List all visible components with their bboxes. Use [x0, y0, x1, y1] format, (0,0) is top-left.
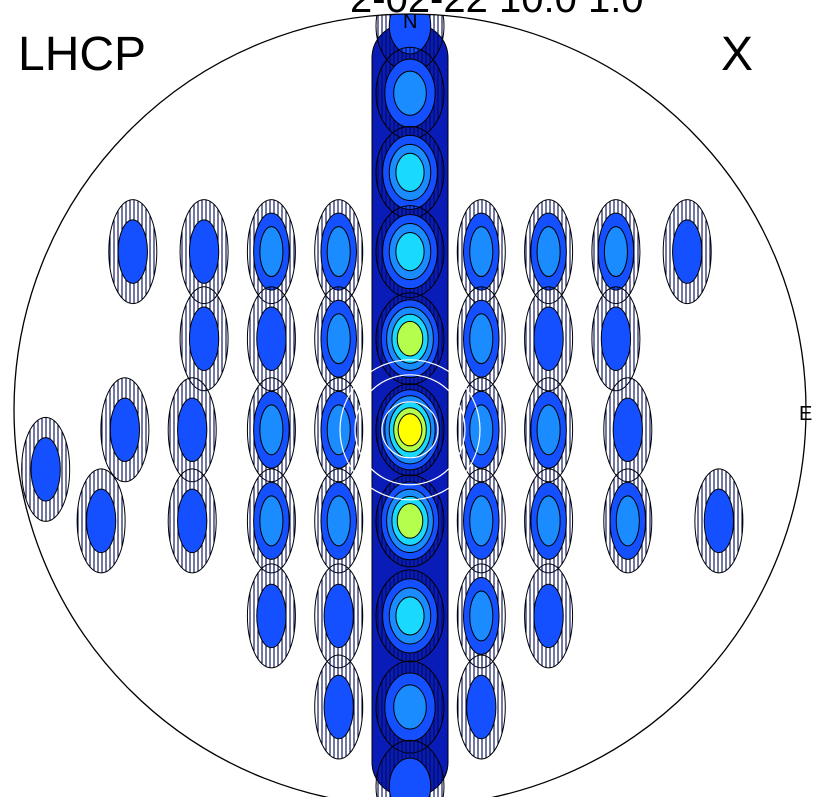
lobe-33-level-3 [259, 495, 284, 547]
lobe-2-level-4 [395, 152, 425, 192]
north-label: N [403, 11, 417, 33]
horizon-circle [13, 13, 807, 797]
lobe-15-level-3 [603, 226, 628, 278]
lobe-41-level-3 [469, 590, 494, 642]
lobe-39-level-2 [30, 437, 61, 502]
lobe-12-level-3 [259, 226, 284, 278]
contour-layer [21, 14, 744, 797]
lobe-25-level-3 [469, 404, 494, 456]
east-label: E [799, 403, 812, 425]
overlay-ring-2 [339, 359, 481, 501]
component-label: X [721, 28, 753, 81]
lobe-43-level-2 [533, 583, 564, 649]
lobe-13-level-3 [536, 226, 561, 278]
lobe-9-level-2 [388, 757, 432, 797]
lobe-1-level-3 [393, 70, 427, 116]
lobe-4-level-5 [396, 320, 424, 357]
lobe-29-level-2 [612, 397, 643, 463]
lobe-44-level-2 [323, 674, 354, 740]
lobe-21-level-2 [533, 306, 564, 371]
lobe-23-level-2 [600, 306, 632, 371]
lobe-5-level-6 [397, 413, 423, 447]
overlay-ring-1 [354, 374, 466, 486]
polarization-label: LHCP [18, 28, 146, 81]
lobe-35-level-2 [177, 488, 208, 554]
lobe-24-level-3 [326, 404, 351, 456]
lobe-11-level-3 [469, 226, 494, 278]
lobe-37-level-2 [85, 488, 117, 554]
lobe-19-level-3 [469, 313, 494, 365]
lobe-34-level-3 [536, 495, 561, 547]
lobe-17-level-2 [672, 219, 703, 284]
lobe-30-level-2 [109, 397, 141, 463]
lobe-16-level-2 [117, 219, 148, 284]
lobe-6-level-5 [396, 503, 424, 539]
lobe-27-level-3 [536, 404, 561, 456]
top-label-partial: 2-02-22 10:0 1:0 [350, 0, 644, 21]
lobe-3-level-4 [395, 232, 425, 272]
lobe-20-level-2 [256, 306, 287, 371]
lobe-32-level-3 [469, 495, 494, 547]
lobe-14-level-2 [188, 219, 220, 284]
lobe-18-level-3 [326, 313, 351, 365]
lobe-10-level-3 [326, 226, 351, 278]
lobe-42-level-2 [256, 583, 287, 649]
lobe-38-level-2 [703, 488, 735, 554]
lobe-22-level-2 [188, 306, 220, 371]
lobe-40-level-2 [323, 583, 354, 649]
overlay-ring-0 [381, 401, 439, 459]
lobe-36-level-3 [615, 495, 640, 547]
overlay-rings [339, 359, 481, 501]
lobe-31-level-3 [326, 495, 351, 547]
lobe-8-level-3 [393, 684, 427, 730]
lobe-26-level-3 [259, 404, 284, 456]
lobe-28-level-2 [177, 397, 208, 463]
lobe-45-level-2 [466, 674, 497, 740]
lobe-7-level-4 [395, 596, 425, 636]
